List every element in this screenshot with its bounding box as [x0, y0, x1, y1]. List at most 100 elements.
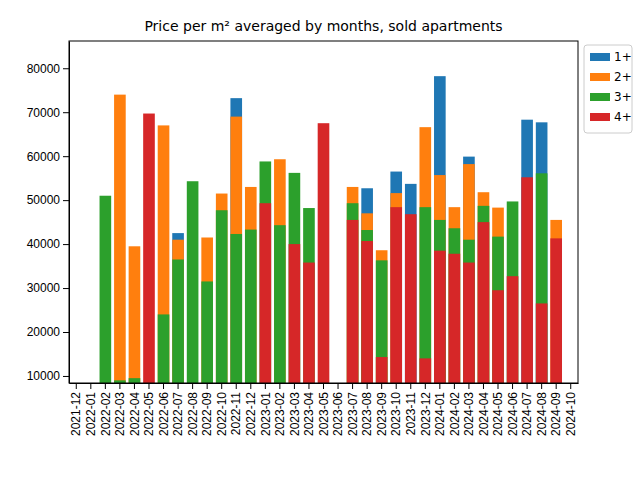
x-tick: 2024-04: [477, 383, 491, 436]
legend-label: 2+: [614, 70, 632, 84]
x-tick-label: 2024-01: [433, 392, 447, 436]
x-tick-label: 2023-09: [375, 392, 389, 436]
bar: [361, 213, 373, 383]
bar: [492, 237, 504, 383]
bar: [201, 237, 213, 383]
x-tick-label: 2023-06: [331, 392, 345, 436]
x-tick: 2024-05: [491, 383, 505, 436]
x-tick: 2023-10: [389, 383, 403, 436]
bar: [158, 125, 170, 383]
bar: [492, 290, 504, 383]
bar: [521, 120, 533, 383]
x-tick: 2023-04: [302, 383, 316, 436]
x-tick: 2022-09: [200, 383, 214, 436]
bar: [434, 175, 446, 383]
x-tick-mark: [163, 383, 164, 389]
bar: [347, 220, 359, 383]
x-tick-mark: [236, 383, 237, 389]
x-tick: 2022-07: [171, 383, 185, 436]
x-tick-mark: [265, 383, 266, 389]
bar: [361, 230, 373, 383]
legend-swatch: [590, 73, 610, 81]
bar: [376, 357, 388, 383]
bar: [303, 263, 315, 383]
x-tick: 2022-08: [186, 383, 200, 436]
x-tick: 2022-05: [142, 383, 156, 436]
chart: 1000020000300004000050000600007000080000…: [0, 0, 640, 480]
x-tick-mark: [76, 383, 77, 389]
x-tick-mark: [527, 383, 528, 389]
x-tick-label: 2023-08: [360, 392, 374, 436]
bars: [100, 76, 562, 383]
bar: [419, 358, 431, 383]
bar: [129, 246, 141, 383]
bar: [536, 122, 548, 383]
x-tick-mark: [279, 383, 280, 389]
x-tick-label: 2024-08: [535, 392, 549, 436]
y-tick-mark: [63, 332, 69, 333]
bar: [434, 251, 446, 383]
bar: [245, 230, 257, 383]
x-tick-mark: [148, 383, 149, 389]
bar: [289, 173, 301, 383]
x-tick-mark: [367, 383, 368, 389]
x-tick-label: 2023-02: [273, 392, 287, 436]
legend-box: [584, 45, 632, 133]
y-tick: 20000: [27, 325, 69, 339]
bar: [216, 210, 228, 383]
x-tick-label: 2023-01: [259, 392, 273, 436]
x-tick-label: 2024-09: [549, 392, 563, 436]
x-tick: 2022-03: [113, 383, 127, 436]
x-tick: 2022-04: [128, 383, 142, 436]
x-tick-label: 2022-08: [186, 392, 200, 436]
x-tick: 2023-01: [259, 383, 273, 436]
bar: [318, 123, 330, 383]
y-tick-label: 50000: [27, 193, 61, 207]
bar: [463, 240, 475, 383]
y-tick: 30000: [27, 281, 69, 295]
x-tick-mark: [454, 383, 455, 389]
x-tick-label: 2023-04: [302, 392, 316, 436]
x-tick: 2023-07: [346, 383, 360, 436]
bar: [521, 177, 533, 383]
x-tick-mark: [338, 383, 339, 389]
x-tick-mark: [468, 383, 469, 389]
x-tick: 2024-06: [506, 383, 520, 436]
bar: [390, 193, 402, 383]
x-tick: 2023-02: [273, 383, 287, 436]
bar: [143, 114, 155, 383]
y-tick: 80000: [27, 62, 69, 76]
bar: [463, 263, 475, 383]
x-tick: 2023-06: [331, 383, 345, 436]
x-tick-label: 2021-12: [69, 392, 83, 436]
series-1: [114, 95, 562, 383]
bar: [172, 259, 184, 383]
x-tick: 2022-06: [157, 383, 171, 436]
x-tick: 2023-03: [288, 383, 302, 436]
bar: [550, 238, 562, 383]
y-tick-label: 80000: [27, 62, 61, 76]
bar: [376, 260, 388, 383]
bar: [201, 281, 213, 383]
legend-swatch: [590, 53, 610, 61]
y-tick-mark: [63, 112, 69, 113]
x-tick-label: 2024-06: [506, 392, 520, 436]
x-tick-label: 2023-11: [404, 392, 418, 435]
bar: [463, 164, 475, 383]
legend-label: 1+: [614, 50, 632, 64]
bar: [536, 303, 548, 383]
x-tick: 2023-08: [360, 383, 374, 436]
y-tick-mark: [63, 244, 69, 245]
x-tick-mark: [250, 383, 251, 389]
bar: [100, 196, 112, 383]
y-axis: 1000020000300004000050000600007000080000: [27, 42, 70, 384]
x-tick-mark: [134, 383, 135, 389]
y-tick-mark: [63, 68, 69, 69]
plot-frame: [69, 41, 578, 383]
x-tick-mark: [439, 383, 440, 389]
x-tick-mark: [352, 383, 353, 389]
y-tick-label: 70000: [27, 106, 61, 120]
x-tick-label: 2024-04: [477, 392, 491, 436]
bar: [492, 208, 504, 383]
x-tick: 2023-12: [419, 383, 433, 436]
